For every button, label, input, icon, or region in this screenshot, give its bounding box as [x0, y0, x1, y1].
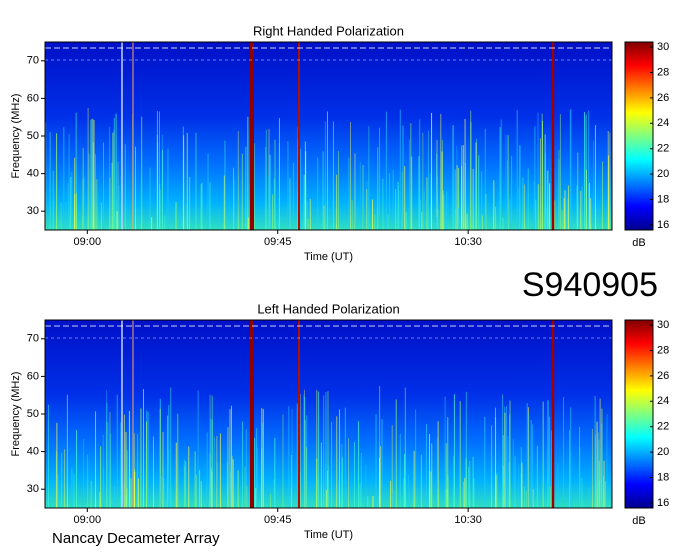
x-tick-label: 10:30	[454, 514, 482, 526]
colorbar-tick-label: 26	[657, 370, 669, 382]
y-tick-label: 70	[27, 55, 39, 67]
colorbar-tick-label: 16	[657, 497, 669, 509]
x-axis-label: Time (UT)	[304, 251, 353, 263]
y-tick-label: 30	[27, 205, 39, 217]
observation-id: S940905	[522, 266, 658, 304]
colorbar-label: dB	[632, 515, 645, 527]
x-tick-label: 09:00	[74, 236, 102, 248]
x-tick-label: 09:45	[264, 514, 292, 526]
colorbar-tick-label: 24	[657, 395, 669, 407]
colorbar-tick-label: 30	[657, 41, 669, 53]
colorbar-tick-label: 28	[657, 344, 669, 356]
y-tick-label: 50	[27, 130, 39, 142]
instrument-name: Nancay Decameter Array	[52, 530, 220, 547]
y-tick-label: 60	[27, 370, 39, 382]
colorbar-tick-label: 22	[657, 143, 669, 155]
colorbar-label: dB	[632, 237, 645, 249]
y-tick-label: 40	[27, 168, 39, 180]
y-axis-label: Frequency (MHz)	[10, 94, 22, 179]
y-axis-label: Frequency (MHz)	[10, 372, 22, 457]
colorbar-tick-label: 28	[657, 66, 669, 78]
x-tick-label: 09:00	[74, 514, 102, 526]
y-tick-label: 30	[27, 483, 39, 495]
colorbar-tick-label: 16	[657, 219, 669, 231]
x-axis-label: Time (UT)	[304, 529, 353, 541]
y-tick-label: 60	[27, 92, 39, 104]
x-tick-label: 09:45	[264, 236, 292, 248]
panel-title: Right Handed Polarization	[253, 23, 404, 38]
y-tick-label: 50	[27, 408, 39, 420]
colorbar	[624, 319, 654, 509]
colorbar-tick-label: 18	[657, 471, 669, 483]
panel-title: Left Handed Polarization	[257, 301, 399, 316]
x-tick-label: 10:30	[454, 236, 482, 248]
colorbar-tick-label: 20	[657, 446, 669, 458]
colorbar-tick-label: 18	[657, 193, 669, 205]
colorbar-tick-label: 26	[657, 92, 669, 104]
colorbar-tick-label: 30	[657, 319, 669, 331]
y-tick-label: 70	[27, 333, 39, 345]
colorbar	[624, 41, 654, 231]
colorbar-tick-label: 20	[657, 168, 669, 180]
colorbar-tick-label: 22	[657, 421, 669, 433]
colorbar-tick-label: 24	[657, 117, 669, 129]
spectrogram	[45, 42, 612, 230]
y-tick-label: 40	[27, 446, 39, 458]
